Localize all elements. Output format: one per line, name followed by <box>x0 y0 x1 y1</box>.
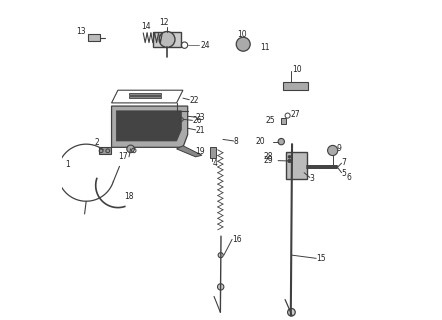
Circle shape <box>236 37 250 51</box>
Circle shape <box>278 139 285 145</box>
Polygon shape <box>116 111 181 141</box>
Text: 18: 18 <box>124 192 134 201</box>
Bar <box>281 118 286 124</box>
Bar <box>210 147 216 158</box>
Text: 3: 3 <box>310 174 315 183</box>
Polygon shape <box>111 106 188 147</box>
Bar <box>286 152 307 179</box>
Text: 14: 14 <box>141 22 151 31</box>
Bar <box>283 82 308 90</box>
Circle shape <box>328 145 338 156</box>
Circle shape <box>288 159 291 163</box>
Text: 27: 27 <box>291 109 301 118</box>
Text: 11: 11 <box>261 43 270 52</box>
Text: 20: 20 <box>255 137 265 146</box>
Circle shape <box>218 252 223 258</box>
Text: 13: 13 <box>76 27 86 36</box>
Text: 25: 25 <box>266 116 275 125</box>
Circle shape <box>127 145 134 153</box>
Text: 21: 21 <box>196 126 205 135</box>
Text: 12: 12 <box>159 18 169 27</box>
Text: 15: 15 <box>316 254 326 263</box>
Text: 17: 17 <box>118 152 127 161</box>
Text: 10: 10 <box>292 65 302 74</box>
Text: 29: 29 <box>264 156 273 165</box>
Circle shape <box>217 284 224 290</box>
Text: 24: 24 <box>200 41 210 50</box>
Bar <box>129 96 161 98</box>
Text: 28: 28 <box>264 152 273 161</box>
Bar <box>99 147 111 154</box>
Circle shape <box>159 32 175 47</box>
Text: 2: 2 <box>94 138 99 147</box>
Text: 8: 8 <box>234 137 238 146</box>
Bar <box>129 93 161 95</box>
Text: 5: 5 <box>341 169 346 178</box>
Text: 19: 19 <box>196 147 205 156</box>
Polygon shape <box>177 146 202 157</box>
Text: 6: 6 <box>346 173 351 182</box>
Circle shape <box>288 308 295 316</box>
Text: 23: 23 <box>196 113 205 122</box>
Text: 1: 1 <box>65 160 70 169</box>
Circle shape <box>288 156 291 158</box>
Text: 26: 26 <box>192 116 202 125</box>
Text: 10: 10 <box>237 30 247 39</box>
Text: 4: 4 <box>213 159 218 168</box>
Bar <box>153 32 181 47</box>
Text: 22: 22 <box>189 96 199 105</box>
Bar <box>88 34 100 41</box>
Text: 16: 16 <box>232 235 242 244</box>
Text: 9: 9 <box>337 144 342 153</box>
Text: 7: 7 <box>341 158 346 167</box>
